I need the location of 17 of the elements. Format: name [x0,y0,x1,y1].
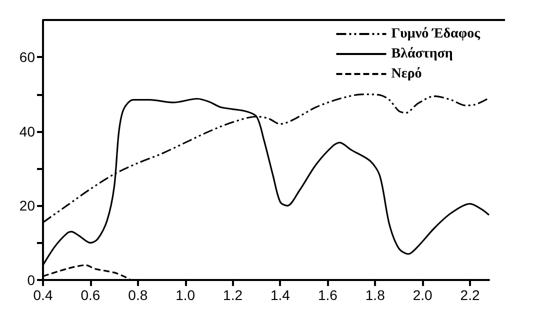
y-tick-label: 20 [19,198,36,214]
x-tick-label: 2.2 [460,287,480,303]
legend-label: Νερό [391,66,422,82]
y-tick-label: 0 [27,272,36,288]
text: 2.0 [412,287,432,303]
x-tick-label: 0.4 [33,287,53,303]
x-tick-label: 0.6 [80,287,100,303]
legend-label: Βλάστηση [391,46,453,62]
y-tick-label: 40 [19,123,36,140]
legend-label: Γυμνό Έδαφος [391,26,482,42]
y-tick-label: 60 [19,49,36,66]
text: 1.0 [176,287,196,303]
x-tick-label: 1.4 [270,287,290,303]
x-tick-label: 1.8 [365,287,386,303]
x-tick-label: 0.8 [128,287,148,303]
x-tick-label: 1.2 [223,287,243,303]
x-tick-label: 1.6 [318,287,338,303]
